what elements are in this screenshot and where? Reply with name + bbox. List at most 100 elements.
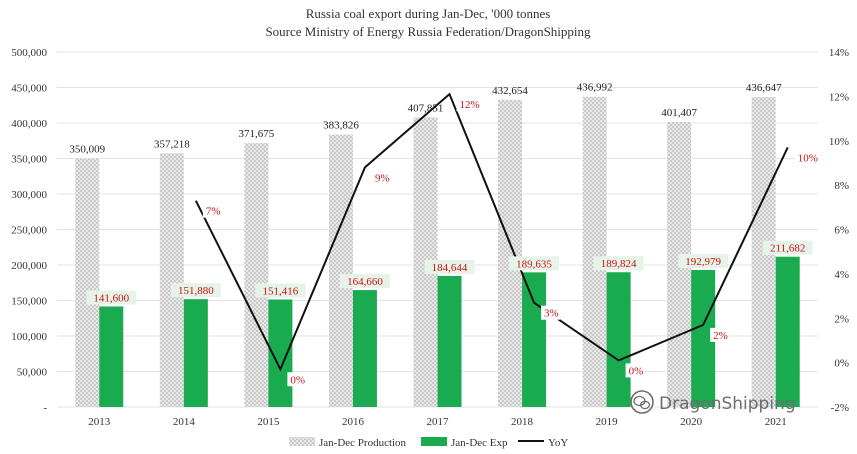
y-left-tick-label: 200,000 [11, 260, 47, 272]
y-left-tick-label: 400,000 [11, 118, 47, 130]
y-right-tick-label: 0% [834, 358, 849, 370]
export-data-label-bg [170, 283, 221, 298]
production-data-label: 357,218 [154, 138, 190, 150]
export-data-label-bg [678, 253, 729, 268]
right-axis: -2% 0% 2% 4% 6% 8% 10% 12% 14% [829, 47, 849, 414]
yoy-data-label-bg [371, 170, 391, 185]
legend-label-export: Jan-Dec Exp [451, 437, 508, 449]
export-data-label-bg [762, 240, 813, 255]
export-bar [352, 290, 377, 407]
x-tick-label: 2015 [257, 416, 280, 428]
export-data-label: 151,416 [263, 285, 299, 297]
export-bar [99, 306, 124, 407]
yoy-series-line [194, 92, 789, 372]
export-data-label: 141,600 [93, 292, 129, 304]
production-data-label: 432,654 [492, 85, 528, 97]
y-left-tick-label: 150,000 [11, 296, 47, 308]
yoy-data-label-bg [794, 150, 821, 165]
export-data-label-bg [593, 256, 644, 271]
yoy-data-label: 9% [375, 172, 390, 184]
production-bar [159, 153, 184, 407]
production-bar [498, 99, 523, 407]
export-data-label: 192,979 [685, 256, 721, 268]
x-tick-label: 2019 [596, 416, 619, 428]
legend: Jan-Dec Production Jan-Dec Exp YoY [289, 437, 568, 449]
production-bar [582, 96, 607, 407]
legend-label-yoy: YoY [548, 437, 568, 449]
y-left-tick-label: 300,000 [11, 189, 47, 201]
production-bar [75, 158, 100, 407]
y-left-tick-label: - [43, 402, 47, 414]
yoy-data-label: 2% [713, 330, 728, 342]
y-right-tick-label: 10% [829, 136, 849, 148]
watermark-text: DragonShipping [659, 394, 796, 414]
yoy-data-label-bg [625, 363, 645, 378]
x-tick-label: 2013 [88, 416, 111, 428]
y-left-tick-label: 100,000 [11, 331, 47, 343]
export-bar [183, 299, 208, 407]
export-data-label: 189,635 [516, 258, 552, 270]
x-tick-label: 2017 [427, 416, 450, 428]
x-tick-label: 2020 [680, 416, 703, 428]
y-right-tick-label: 14% [829, 47, 849, 59]
export-bar [437, 275, 462, 407]
y-right-tick-label: 12% [829, 91, 849, 103]
chart-title: Russia coal export during Jan-Dec, '000 … [306, 6, 551, 21]
yoy-line [194, 92, 789, 372]
export-data-label: 164,660 [347, 276, 383, 288]
production-data-label: 371,675 [239, 128, 275, 140]
x-tick-label: 2018 [511, 416, 534, 428]
export-data-label: 211,682 [770, 243, 805, 255]
legend-swatch-production [289, 437, 315, 446]
x-tick-label: 2021 [765, 416, 787, 428]
export-data-label-bg [509, 256, 560, 271]
y-right-tick-label: 8% [834, 180, 849, 192]
y-left-tick-label: 450,000 [11, 83, 47, 95]
legend-swatch-export [421, 437, 447, 446]
production-data-label: 401,407 [661, 107, 697, 119]
data-labels: 350,009 141,600 357,218 151,880 371,675 151,4… [69, 82, 821, 387]
production-data-label: 350,009 [69, 143, 105, 155]
y-left-tick-label: 250,000 [11, 225, 47, 237]
y-right-tick-label: 2% [834, 313, 849, 325]
export-bar [775, 256, 800, 407]
legend-label-production: Jan-Dec Production [319, 437, 407, 449]
chart-subtitle: Source Ministry of Energy Russia Federat… [265, 24, 591, 39]
left-axis: - 50,000 100,000 150,000 200,000 250,000 300,0… [11, 47, 47, 414]
yoy-data-label-bg [541, 305, 561, 320]
yoy-data-label-bg [287, 372, 307, 387]
export-data-label-bg [339, 274, 390, 289]
y-right-tick-label: 4% [834, 269, 849, 281]
export-bars [99, 256, 800, 407]
y-left-tick-label: 50,000 [17, 367, 48, 379]
y-left-tick-label: 500,000 [11, 47, 47, 59]
x-tick-label: 2016 [342, 416, 365, 428]
y-right-tick-label: -2% [831, 402, 849, 414]
y-left-tick-label: 350,000 [11, 154, 47, 166]
export-data-label: 189,824 [601, 258, 637, 270]
export-data-label: 184,644 [432, 262, 468, 274]
production-bar [328, 134, 353, 408]
yoy-data-label: 3% [544, 308, 559, 320]
production-bar [244, 143, 269, 407]
export-data-label-bg [255, 283, 306, 298]
yoy-data-label-bg [202, 203, 222, 218]
production-data-label: 407,851 [408, 102, 444, 114]
export-data-label-bg [424, 259, 475, 274]
yoy-data-label: 0% [629, 365, 644, 377]
production-data-label: 436,647 [746, 82, 782, 94]
y-right-tick-label: 6% [834, 225, 849, 237]
watermark: DragonShipping [630, 390, 796, 414]
yoy-data-label: 10% [798, 152, 818, 164]
x-tick-label: 2014 [173, 416, 196, 428]
production-data-label: 436,992 [577, 82, 613, 94]
export-data-label: 151,880 [178, 285, 214, 297]
export-bar [522, 272, 547, 407]
production-data-label: 383,826 [323, 119, 359, 131]
yoy-data-label-bg [710, 327, 730, 342]
wechat-icon [630, 390, 654, 414]
yoy-data-label: 12% [460, 99, 480, 111]
x-axis: 2013 2014 2015 2016 2017 2018 2019 2020 2021 [88, 416, 786, 428]
yoy-data-label-bg [456, 97, 482, 112]
